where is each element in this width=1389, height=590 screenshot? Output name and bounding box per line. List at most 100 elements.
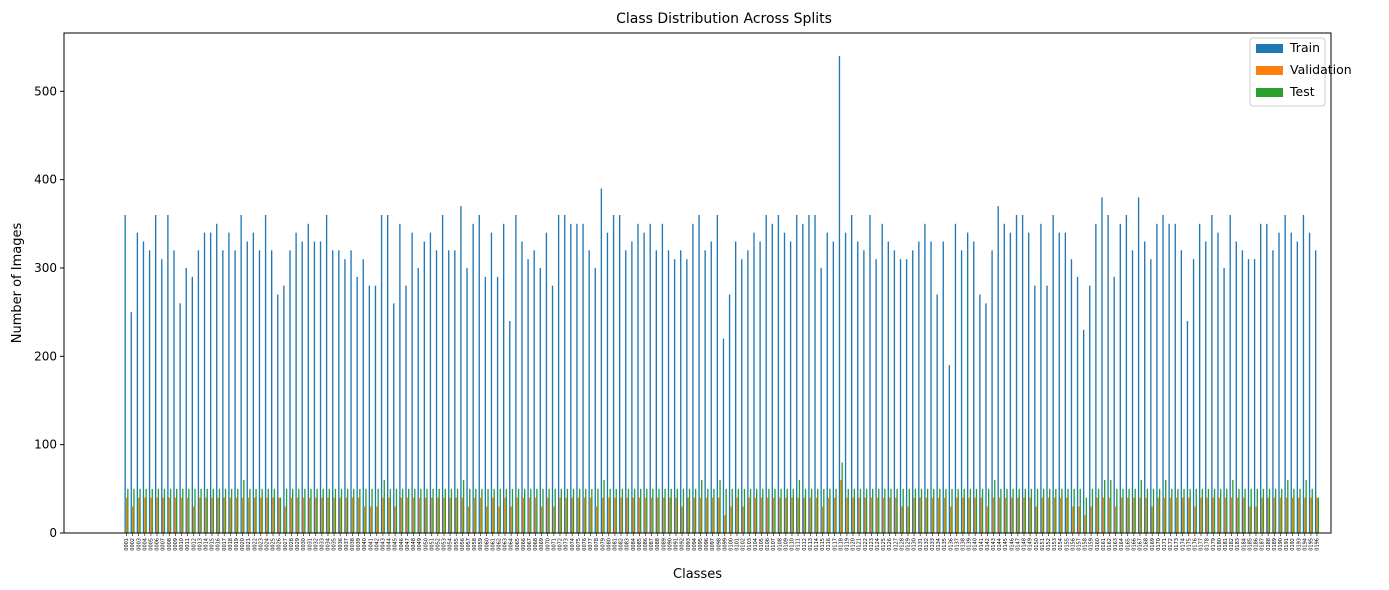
bar-train-0183 xyxy=(1235,241,1237,534)
bar-train-0089 xyxy=(661,223,664,533)
bar-train-0097 xyxy=(710,241,712,534)
bar-validation-0154 xyxy=(1059,497,1062,533)
bar-train-0036 xyxy=(338,250,340,533)
x-tick-label: 0071 xyxy=(551,538,557,551)
x-tick-label: 0136 xyxy=(948,538,954,551)
x-tick-label: 0168 xyxy=(1144,538,1150,551)
bar-test-0055 xyxy=(456,488,459,533)
bar-test-0011 xyxy=(188,488,190,533)
x-tick-label: 0050 xyxy=(423,538,429,551)
x-tick-label: 0072 xyxy=(558,538,564,551)
bar-train-0053 xyxy=(441,214,444,534)
bar-test-0061 xyxy=(493,488,495,533)
bar-test-0089 xyxy=(664,488,666,533)
bar-train-0072 xyxy=(557,214,560,534)
bar-test-0146 xyxy=(1012,488,1014,533)
bar-train-0104 xyxy=(753,232,755,533)
bar-test-0015 xyxy=(212,488,214,533)
bar-test-0009 xyxy=(176,488,178,533)
bar-train-0145 xyxy=(1003,223,1005,533)
x-tick-label: 0030 xyxy=(301,538,307,551)
bar-validation-0060 xyxy=(486,506,488,533)
bar-train-0042 xyxy=(374,285,377,533)
bar-test-0173 xyxy=(1177,488,1179,533)
bar-validation-0056 xyxy=(461,497,463,533)
x-tick-label: 0068 xyxy=(533,538,539,551)
bar-validation-0172 xyxy=(1169,497,1172,533)
x-tick-label: 0079 xyxy=(600,538,606,551)
bar-test-0065 xyxy=(517,488,520,533)
bar-validation-0095 xyxy=(699,497,702,533)
x-tick-label: 0052 xyxy=(435,538,441,551)
bar-train-0177 xyxy=(1198,223,1201,533)
bar-train-0099 xyxy=(722,338,725,533)
bar-train-0190 xyxy=(1278,232,1280,533)
x-tick-label: 0038 xyxy=(350,538,356,551)
bar-train-0149 xyxy=(1028,232,1030,533)
x-tick-label: 0158 xyxy=(1083,538,1089,551)
bar-validation-0151 xyxy=(1041,497,1043,533)
x-tick-label: 0121 xyxy=(857,538,863,551)
bar-validation-0062 xyxy=(498,506,500,533)
bar-train-0026 xyxy=(277,294,279,533)
bar-test-0014 xyxy=(206,488,208,533)
bar-train-0111 xyxy=(796,214,798,534)
bar-test-0127 xyxy=(896,488,898,533)
bar-train-0050 xyxy=(423,241,425,534)
bar-train-0175 xyxy=(1186,320,1189,533)
bar-test-0187 xyxy=(1262,488,1265,533)
x-tick-label: 0075 xyxy=(576,538,582,551)
bar-test-0001 xyxy=(127,488,129,533)
x-tick-label: 0123 xyxy=(869,538,875,551)
bar-train-0170 xyxy=(1156,223,1158,533)
x-tick-label: 0131 xyxy=(918,538,924,551)
bar-validation-0177 xyxy=(1200,497,1202,533)
bar-validation-0146 xyxy=(1011,497,1013,533)
x-tick-label: 0051 xyxy=(429,538,435,551)
bar-validation-0157 xyxy=(1078,506,1080,533)
bar-test-0152 xyxy=(1049,488,1051,533)
bar-validation-0100 xyxy=(730,506,732,533)
x-tick-label: 0116 xyxy=(826,538,832,551)
x-tick-label: 0114 xyxy=(814,538,820,551)
bar-train-0184 xyxy=(1241,250,1244,533)
x-tick-label: 0148 xyxy=(1022,538,1028,551)
x-tick-label: 0139 xyxy=(967,538,973,551)
x-tick-label: 0165 xyxy=(1125,538,1131,551)
bar-validation-0113 xyxy=(809,497,811,533)
bar-validation-0118 xyxy=(840,480,842,533)
x-tick-label: 0049 xyxy=(417,538,423,551)
bar-train-0010 xyxy=(179,303,181,533)
bar-test-0045 xyxy=(395,488,398,533)
bar-train-0094 xyxy=(692,223,694,533)
bar-train-0121 xyxy=(857,241,859,534)
bar-train-0080 xyxy=(606,232,609,533)
bar-test-0054 xyxy=(450,488,453,533)
bar-train-0103 xyxy=(747,250,749,533)
bar-test-0024 xyxy=(267,488,269,533)
bar-validation-0176 xyxy=(1194,506,1196,533)
bar-validation-0080 xyxy=(608,497,610,533)
bar-train-0093 xyxy=(686,259,688,533)
x-tick-label: 0180 xyxy=(1217,538,1223,551)
x-tick-label: 0059 xyxy=(478,538,484,551)
bar-train-0043 xyxy=(380,214,383,534)
bar-train-0052 xyxy=(435,250,438,533)
bar-test-0184 xyxy=(1244,488,1246,533)
x-tick-label: 0033 xyxy=(319,538,325,551)
bar-train-0130 xyxy=(912,250,914,533)
bar-test-0131 xyxy=(920,488,923,533)
bar-test-0056 xyxy=(462,480,465,533)
bar-test-0077 xyxy=(591,488,593,533)
bar-train-0150 xyxy=(1034,285,1036,533)
bar-validation-0098 xyxy=(718,497,720,533)
bar-train-0171 xyxy=(1162,214,1164,534)
bar-test-0080 xyxy=(609,488,611,533)
bar-train-0176 xyxy=(1192,259,1195,533)
bar-train-0120 xyxy=(851,214,853,534)
x-tick-label: 0190 xyxy=(1278,538,1284,551)
bar-validation-0114 xyxy=(815,497,818,533)
x-tick-label: 0010 xyxy=(179,538,185,551)
